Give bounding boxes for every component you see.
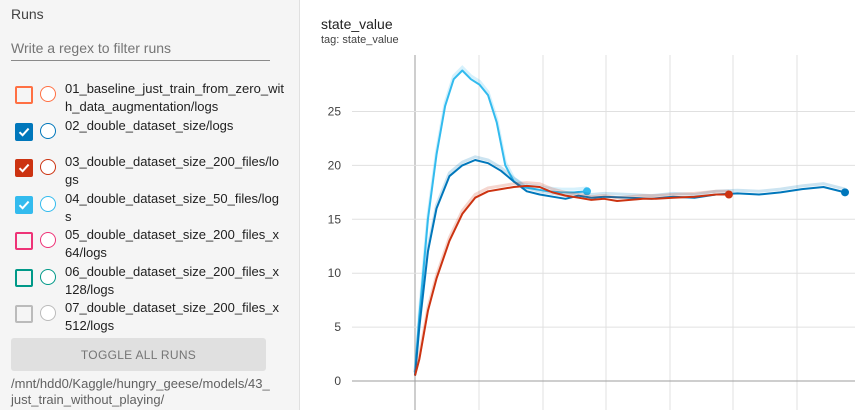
run-item[interactable]: 05_double_dataset_size_200_files_x64/log… [15,227,285,263]
series-end-point [841,188,849,197]
run-color-radio-icon[interactable] [40,195,56,212]
run-label: 02_double_dataset_size/logs [65,117,234,133]
series-end-point [724,190,733,199]
run-item[interactable]: 01_baseline_just_train_from_zero_with_da… [15,81,285,117]
chart-tag: tag: state_value [321,34,399,46]
y-tick-label: 25 [328,105,342,119]
run-color-radio-icon[interactable] [40,268,56,285]
series-raw-line [413,181,729,373]
run-color-radio-icon[interactable] [40,159,56,175]
y-tick-label: 10 [328,266,342,280]
run-item[interactable]: 02_double_dataset_size/logs [15,118,285,154]
run-label: 03_double_dataset_size_200_files/logs [65,154,279,187]
y-tick-label: 15 [328,212,342,226]
state-value-chart[interactable]: 0 5 10 15 20 25 [300,0,855,410]
run-item[interactable]: 06_double_dataset_size_200_files_x128/lo… [15,264,285,300]
y-tick-label: 0 [334,374,341,388]
checkbox-icon[interactable] [15,232,33,250]
run-label: 06_double_dataset_size_200_files_x128/lo… [65,263,279,297]
run-item[interactable]: 03_double_dataset_size_200_files/logs [15,154,285,190]
series-raw-line [413,155,846,373]
run-color-radio-icon[interactable] [40,122,56,139]
chart-title: state_value [321,16,393,32]
runs-title: Runs [11,6,44,22]
run-filter-input[interactable] [11,36,270,61]
runs-sidebar: Runs 01_baseline_just_train_from_zero_wi… [0,0,300,410]
checkbox-icon[interactable] [15,305,33,323]
log-directory: /mnt/hdd0/Kaggle/hungry_geese/models/43_… [11,376,270,407]
run-item[interactable]: 07_double_dataset_size_200_files_x512/lo… [15,300,285,336]
series-end-point [583,187,591,196]
y-tick-label: 5 [334,320,341,334]
run-label: 07_double_dataset_size_200_files_x512/lo… [65,300,279,333]
run-color-radio-icon[interactable] [40,305,56,321]
series-line [414,69,588,376]
toggle-all-runs-button[interactable]: TOGGLE ALL RUNS [11,338,266,371]
y-tick-label: 20 [328,158,342,172]
checkbox-checked-icon[interactable] [15,195,33,214]
checkbox-icon[interactable] [15,86,33,104]
checkbox-checked-icon[interactable] [15,159,33,177]
run-label: 05_double_dataset_size_200_files_x64/log… [65,227,279,260]
checkbox-checked-icon[interactable] [15,122,33,141]
series-line [414,184,729,376]
run-label: 04_double_dataset_size_50_files/logs [65,190,279,224]
run-color-radio-icon[interactable] [40,86,56,102]
run-item[interactable]: 04_double_dataset_size_50_files/logs [15,191,285,227]
checkbox-icon[interactable] [15,268,33,287]
run-color-radio-icon[interactable] [40,232,56,248]
run-label: 01_baseline_just_train_from_zero_with_da… [65,81,284,114]
